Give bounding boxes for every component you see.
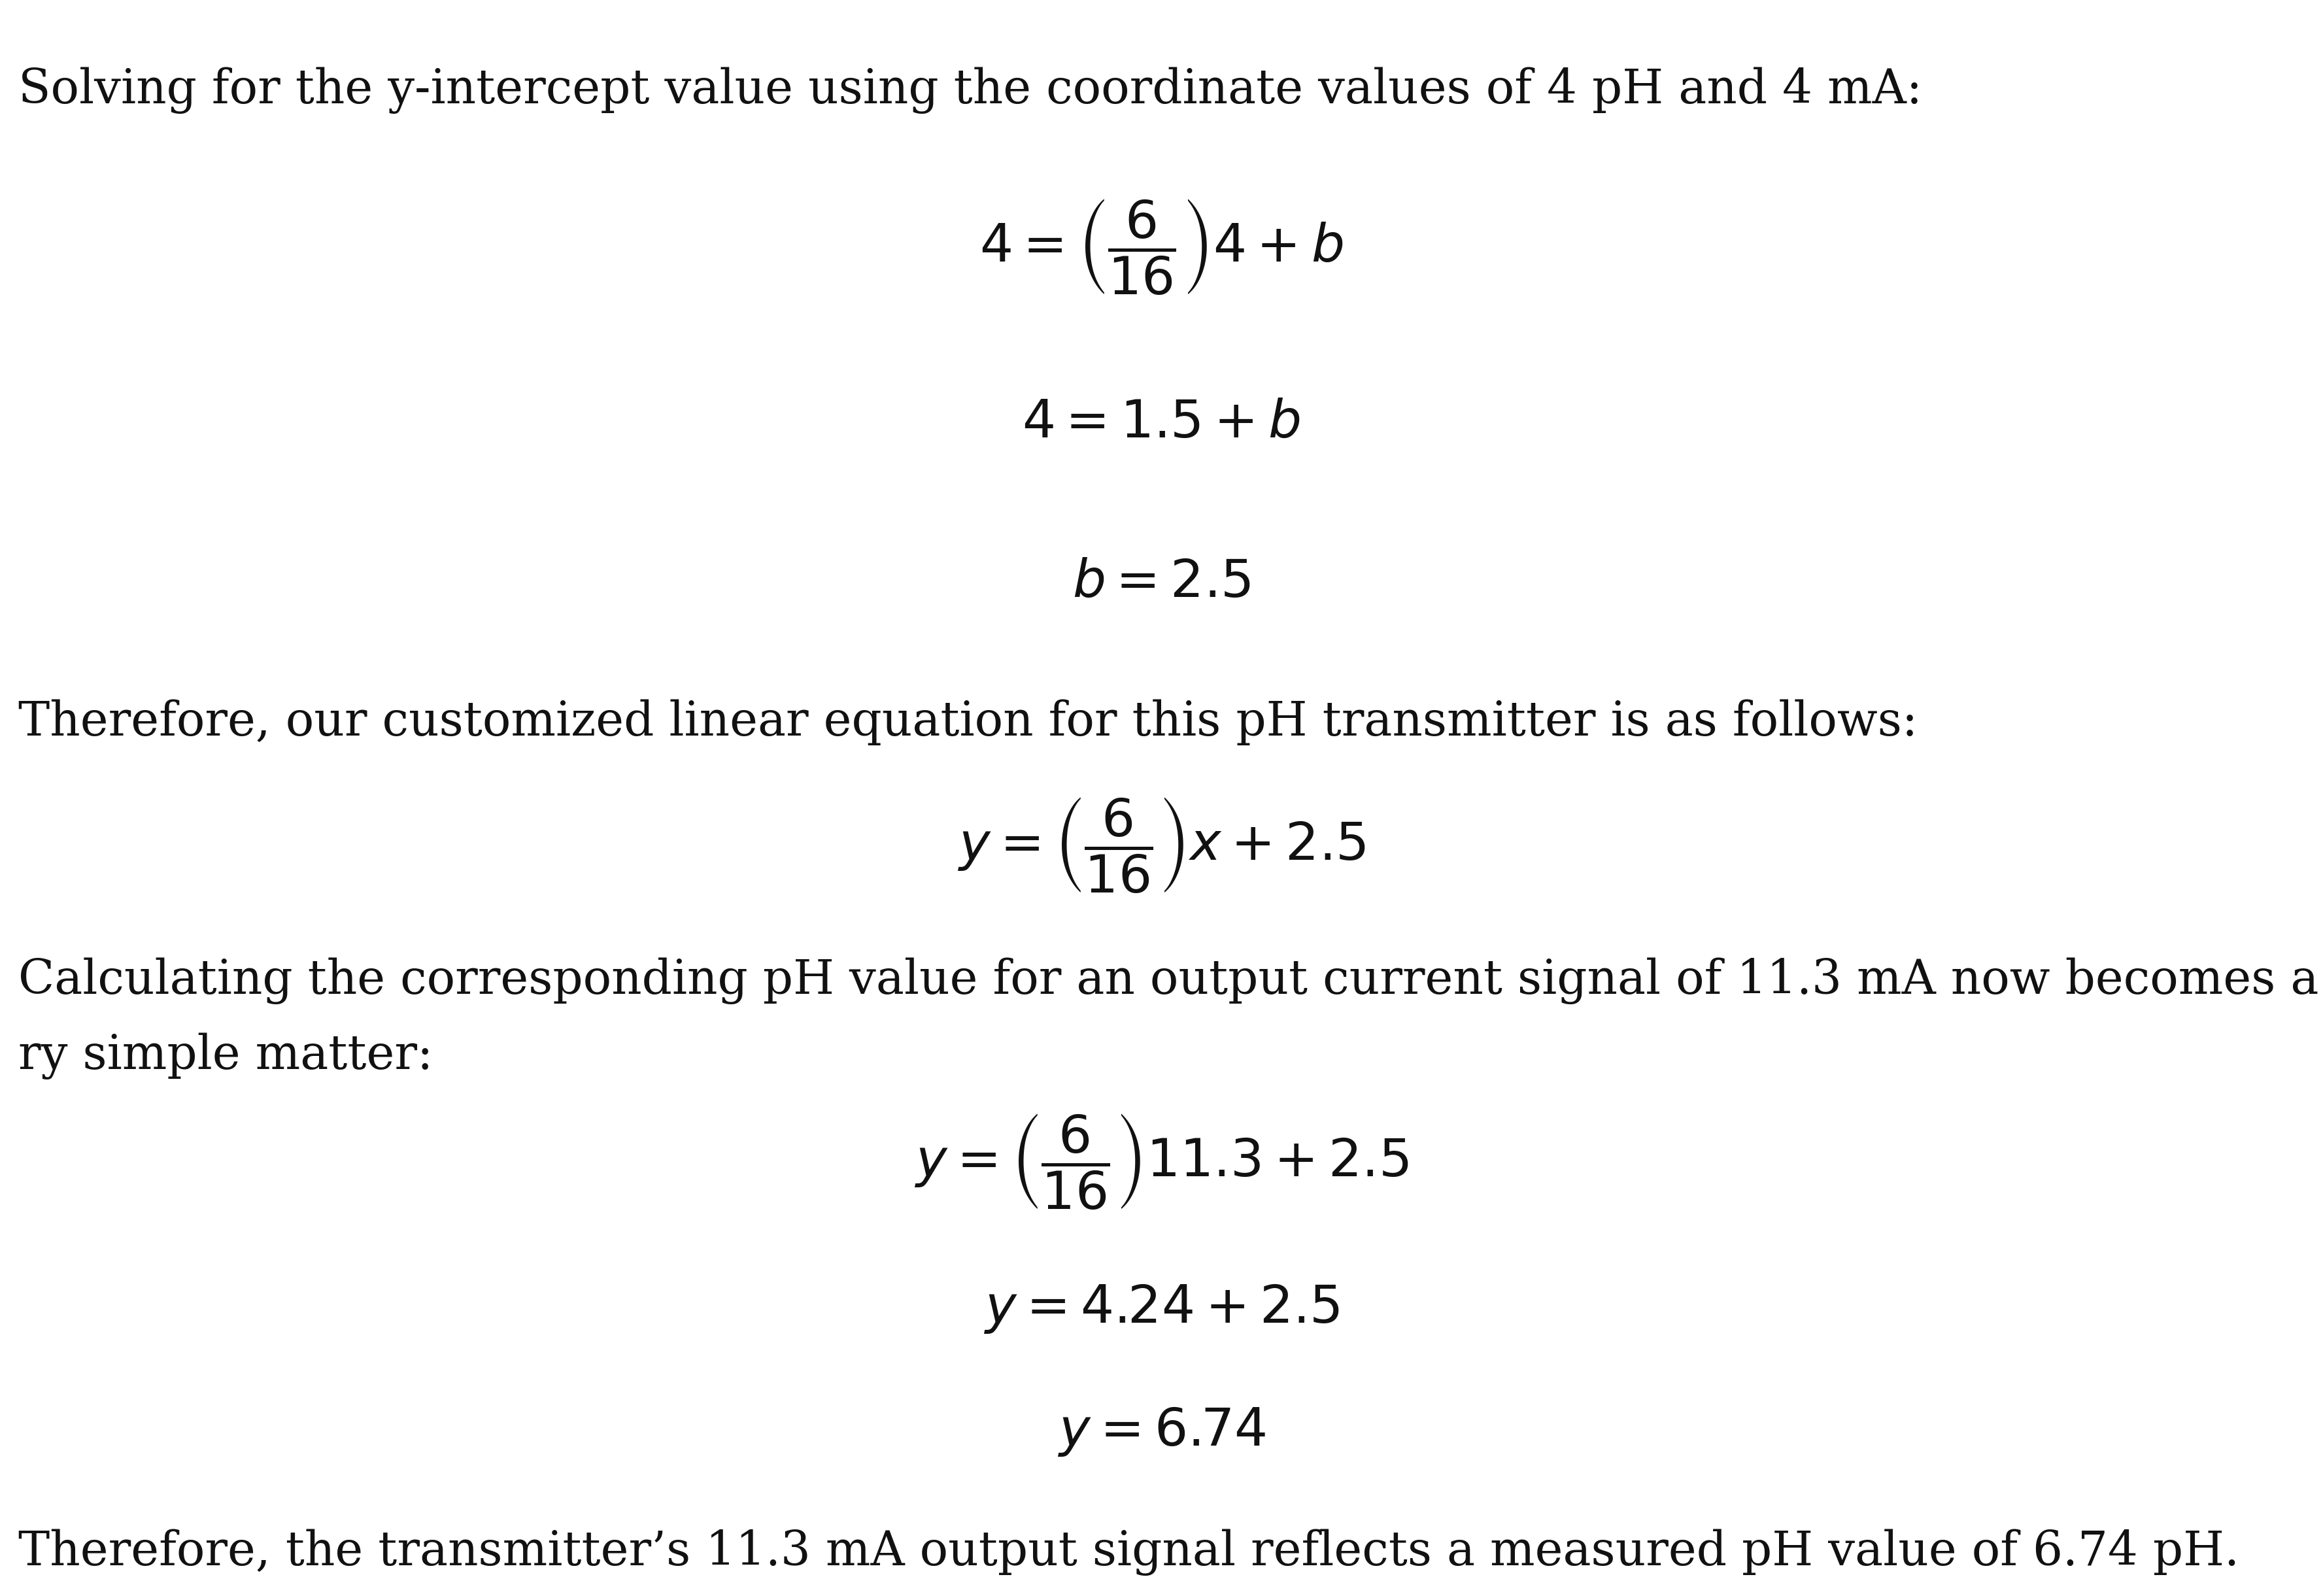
- Text: $y = \left(\dfrac{6}{16}\right) x + 2.5$: $y = \left(\dfrac{6}{16}\right) x + 2.5$: [957, 796, 1366, 895]
- Text: Calculating the corresponding pH value for an output current signal of 11.3 mA n: Calculating the corresponding pH value f…: [19, 958, 2318, 1004]
- Text: $4 = \left(\dfrac{6}{16}\right) 4 + b$: $4 = \left(\dfrac{6}{16}\right) 4 + b$: [980, 198, 1343, 297]
- Text: $y = 6.74$: $y = 6.74$: [1057, 1404, 1266, 1459]
- Text: $b = 2.5$: $b = 2.5$: [1073, 557, 1250, 608]
- Text: ry simple matter:: ry simple matter:: [19, 1033, 434, 1079]
- Text: $4 = 1.5 + b$: $4 = 1.5 + b$: [1022, 397, 1301, 448]
- Text: Therefore, our customized linear equation for this pH transmitter is as follows:: Therefore, our customized linear equatio…: [19, 699, 1919, 745]
- Text: $y = 4.24 + 2.5$: $y = 4.24 + 2.5$: [983, 1282, 1340, 1336]
- Text: Solving for the y-intercept value using the coordinate values of 4 pH and 4 mA:: Solving for the y-intercept value using …: [19, 67, 1923, 113]
- Text: Therefore, the transmitter’s 11.3 mA output signal reflects a measured pH value : Therefore, the transmitter’s 11.3 mA out…: [19, 1529, 2239, 1575]
- Text: $y = \left(\dfrac{6}{16}\right) 11.3 + 2.5$: $y = \left(\dfrac{6}{16}\right) 11.3 + 2…: [915, 1112, 1408, 1211]
